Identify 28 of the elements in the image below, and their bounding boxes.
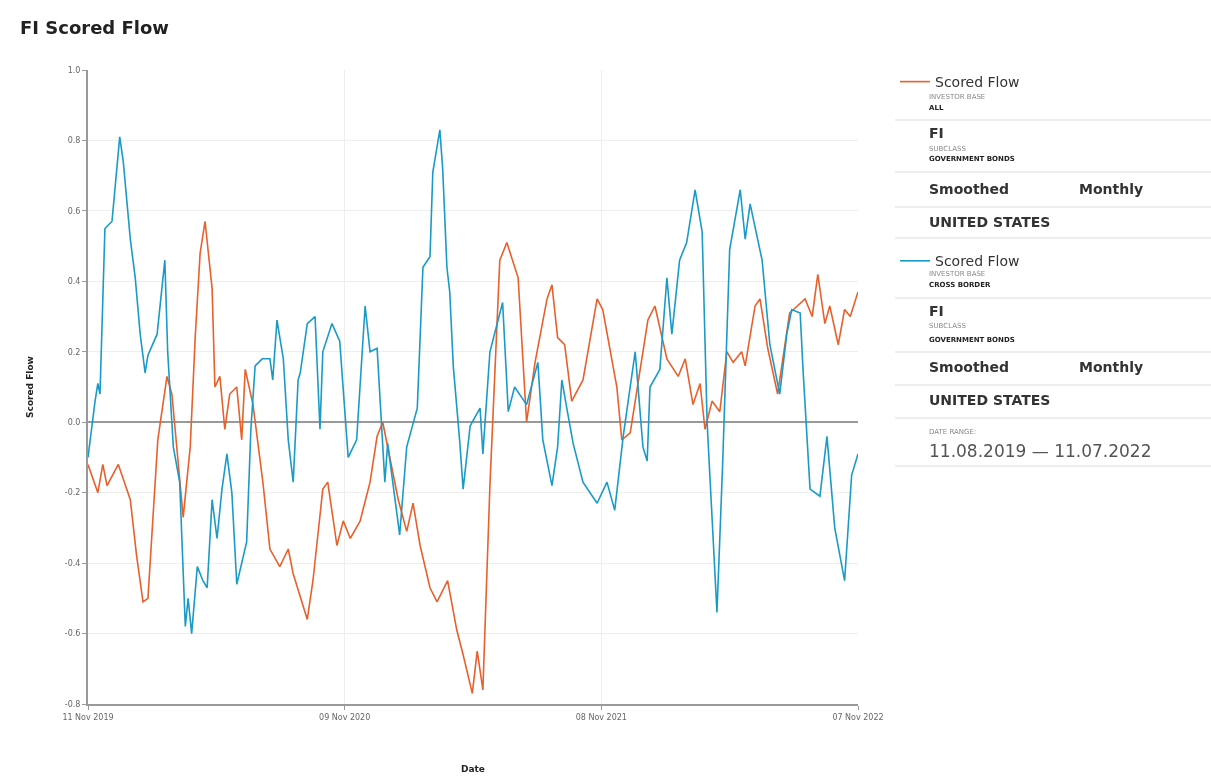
y-tick-label: 0.0 bbox=[67, 418, 81, 428]
y-tick-label: 0.8 bbox=[67, 136, 81, 146]
text: Smoothed bbox=[929, 359, 1010, 375]
legend-label: Scored Flow bbox=[935, 253, 1020, 270]
y-axis-title: Scored Flow bbox=[24, 356, 35, 418]
y-tick-label: -0.8 bbox=[64, 699, 81, 709]
x-tick-label: 07 Nov 2022 bbox=[832, 712, 884, 722]
text: 11.08.2019 — 11.07.2022 bbox=[929, 441, 1152, 461]
x-tick-label: 09 Nov 2020 bbox=[319, 712, 371, 722]
text: FI bbox=[929, 125, 944, 141]
y-tick-label: -0.6 bbox=[64, 629, 81, 639]
x-tick-label: 08 Nov 2021 bbox=[575, 712, 627, 722]
legend-label: Scored Flow bbox=[935, 74, 1020, 91]
y-tick-label: -0.4 bbox=[64, 558, 81, 568]
y-tick-label: 1.0 bbox=[67, 65, 81, 75]
text: UNITED STATES bbox=[929, 214, 1051, 230]
text: FI bbox=[929, 303, 944, 319]
text: UNITED STATES bbox=[929, 392, 1051, 408]
x-axis-title: Date bbox=[461, 763, 485, 774]
text: Monthly bbox=[1079, 181, 1144, 197]
x-tick-label: 11 Nov 2019 bbox=[62, 712, 114, 722]
text: Monthly bbox=[1079, 359, 1144, 375]
y-tick-label: 0.2 bbox=[67, 347, 81, 357]
y-tick-label: -0.2 bbox=[64, 488, 81, 498]
y-tick-label: 0.6 bbox=[67, 206, 81, 216]
y-tick-label: 0.4 bbox=[67, 277, 81, 287]
chart-title: FI Scored Flow bbox=[20, 17, 169, 39]
text: Smoothed bbox=[929, 181, 1010, 197]
